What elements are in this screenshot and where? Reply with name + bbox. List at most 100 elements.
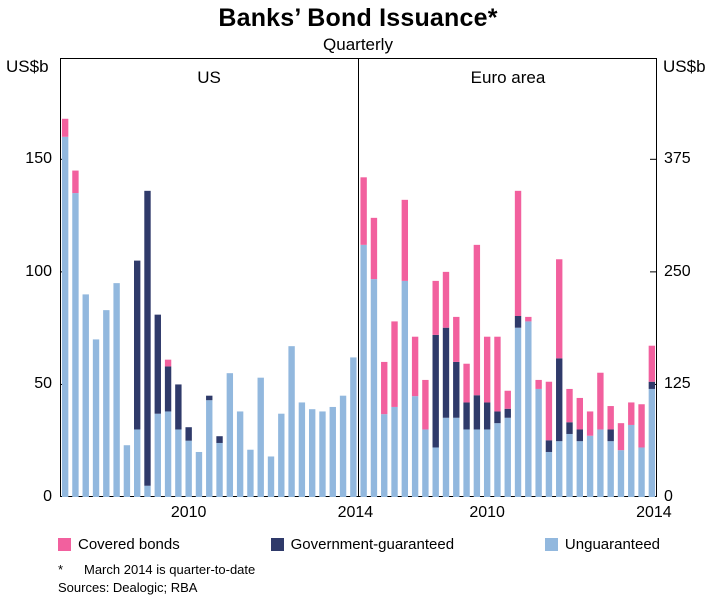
bar-segment-unguaranteed bbox=[113, 283, 120, 497]
y-tick-right-375: 375 bbox=[664, 150, 691, 168]
legend-item-covered: Covered bonds bbox=[58, 536, 180, 553]
bar-segment-covered bbox=[453, 316, 460, 362]
bar-segment-unguaranteed bbox=[556, 441, 563, 497]
bar-segment-unguaranteed bbox=[525, 321, 532, 497]
bar-segment-government bbox=[556, 358, 563, 442]
chart-title: Banks’ Bond Issuance* bbox=[218, 4, 498, 32]
bar-segment-covered bbox=[494, 336, 501, 412]
bar-segment-unguaranteed bbox=[216, 442, 223, 497]
bar-segment-covered bbox=[514, 190, 522, 316]
bar-segment-covered bbox=[72, 170, 79, 194]
bar-segment-government bbox=[545, 440, 553, 452]
bar-segment-government bbox=[164, 366, 172, 412]
bar-segment-unguaranteed bbox=[648, 388, 656, 497]
x-axis-year-2010-euro: 2010 bbox=[469, 504, 505, 521]
bar-segment-unguaranteed bbox=[360, 244, 367, 497]
bar-segment-unguaranteed bbox=[134, 429, 141, 497]
bar-segment-government bbox=[442, 327, 450, 418]
bar-segment-unguaranteed bbox=[638, 447, 645, 497]
bar-segment-covered bbox=[61, 118, 69, 137]
bar-segment-covered bbox=[607, 406, 614, 430]
bar-segment-unguaranteed bbox=[92, 339, 100, 497]
bar-segment-government bbox=[566, 422, 573, 434]
bar-segment-government bbox=[483, 402, 491, 430]
bar-segment-unguaranteed bbox=[339, 395, 347, 497]
bar-segment-covered bbox=[391, 321, 398, 407]
bar-segment-unguaranteed bbox=[370, 279, 378, 497]
legend-label-covered: Covered bonds bbox=[78, 536, 180, 553]
bar-segment-unguaranteed bbox=[576, 441, 583, 497]
legend: Covered bonds Government-guaranteed Ungu… bbox=[58, 536, 660, 553]
bar-segment-unguaranteed bbox=[535, 388, 542, 497]
bar-segment-covered bbox=[597, 372, 604, 430]
government-guaranteed-swatch-icon bbox=[270, 538, 284, 551]
bar-segment-government bbox=[134, 260, 141, 430]
bar-segment-unguaranteed bbox=[278, 413, 285, 497]
legend-label-government: Government-guaranteed bbox=[290, 536, 455, 553]
bar-segment-unguaranteed bbox=[308, 409, 316, 497]
bar-segment-government bbox=[514, 315, 522, 328]
y-axis-unit-right: US$b bbox=[663, 57, 706, 76]
bar-segment-unguaranteed bbox=[319, 411, 326, 497]
bar-segment-unguaranteed bbox=[504, 417, 511, 497]
y-axis-unit-left: US$b bbox=[6, 57, 49, 76]
bar-segment-government bbox=[463, 402, 470, 430]
bar-segment-covered bbox=[545, 381, 553, 441]
bar-segment-unguaranteed bbox=[432, 447, 439, 497]
y-tick-left-50: 50 bbox=[34, 375, 52, 393]
bar-segment-unguaranteed bbox=[494, 423, 501, 497]
x-axis-year-2010-us: 2010 bbox=[170, 504, 207, 521]
legend-item-government: Government-guaranteed bbox=[270, 536, 455, 553]
x-axis-year-2014-us: 2014 bbox=[337, 504, 374, 521]
bar-segment-unguaranteed bbox=[175, 429, 182, 497]
footnote: * March 2014 is quarter-to-date bbox=[58, 562, 255, 577]
legend-label-unguaranteed: Unguaranteed bbox=[564, 536, 660, 553]
bar-segment-unguaranteed bbox=[329, 406, 336, 497]
bar-segment-unguaranteed bbox=[154, 413, 161, 497]
y-tick-left-0: 0 bbox=[43, 488, 52, 505]
bar-segment-unguaranteed bbox=[185, 440, 192, 497]
bar-segment-government bbox=[576, 429, 583, 442]
bar-segment-unguaranteed bbox=[257, 377, 264, 497]
bar-segment-covered bbox=[586, 411, 594, 436]
bar-segment-unguaranteed bbox=[103, 310, 110, 497]
bar-segment-unguaranteed bbox=[463, 429, 470, 497]
bar-segment-covered bbox=[617, 423, 625, 451]
footnote-marker: * bbox=[58, 562, 64, 577]
bar-segment-government bbox=[504, 408, 511, 418]
bar-segment-unguaranteed bbox=[236, 411, 244, 497]
bar-segment-covered bbox=[370, 217, 378, 280]
y-tick-left-150: 150 bbox=[25, 150, 52, 168]
bar-segment-unguaranteed bbox=[442, 417, 450, 497]
bar-segment-government bbox=[607, 429, 614, 442]
y-tick-right-0: 0 bbox=[664, 488, 673, 505]
bar-segment-unguaranteed bbox=[566, 433, 573, 497]
bar-segment-unguaranteed bbox=[247, 449, 254, 497]
bar-segment-unguaranteed bbox=[82, 294, 89, 497]
y-tick-left-100: 100 bbox=[25, 262, 52, 280]
bar-segment-unguaranteed bbox=[267, 456, 275, 497]
bar-segment-covered bbox=[411, 336, 419, 397]
y-tick-right-125: 125 bbox=[664, 375, 691, 393]
bar-segment-covered bbox=[648, 345, 656, 382]
sources-line: Sources: Dealogic; RBA bbox=[58, 580, 198, 595]
bar-segment-covered bbox=[556, 259, 563, 359]
bar-segment-unguaranteed bbox=[298, 402, 306, 497]
bar-segment-unguaranteed bbox=[72, 193, 79, 498]
bar-segment-unguaranteed bbox=[422, 429, 429, 497]
bar-segment-government bbox=[175, 384, 182, 430]
bar-segment-unguaranteed bbox=[607, 441, 614, 497]
x-axis-year-2014-euro: 2014 bbox=[636, 504, 672, 521]
covered-bonds-swatch-icon bbox=[58, 538, 71, 551]
bar-segment-unguaranteed bbox=[391, 406, 398, 497]
footnote-text: March 2014 is quarter-to-date bbox=[84, 562, 256, 577]
bar-segment-unguaranteed bbox=[483, 429, 491, 497]
bar-segment-unguaranteed bbox=[473, 429, 481, 497]
bar-segment-unguaranteed bbox=[545, 451, 553, 497]
bar-segment-unguaranteed bbox=[628, 424, 635, 497]
bar-segment-unguaranteed bbox=[453, 417, 460, 497]
bar-segment-unguaranteed bbox=[195, 451, 203, 497]
bar-segment-unguaranteed bbox=[586, 435, 594, 497]
